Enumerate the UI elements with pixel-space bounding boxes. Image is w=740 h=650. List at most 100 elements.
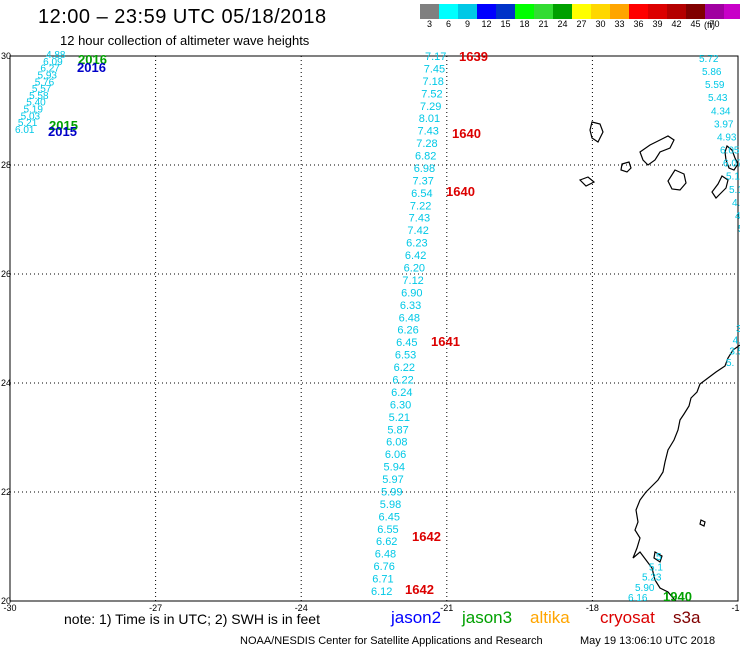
swh-value-main-track: 6.98 [414,163,435,175]
legend-label: 9 [464,19,470,29]
generated-timestamp: May 19 13:06:10 UTC 2018 [580,635,716,647]
swh-value-main-track: 6.12 [371,586,392,598]
lat-tick-label: 28 [1,160,11,170]
swh-value-east-mid-track: 3.5 [729,347,740,358]
lon-tick-label: -21 [440,603,453,613]
swh-value-nw-track: 6.27 [40,64,60,75]
swh-value-main-track: 6.53 [395,350,416,362]
island-la-gomera [620,161,632,173]
altimeter-tracks: 7.177.457.187.527.298.017.437.286.826.98… [15,50,740,604]
legend-label: 18 [519,19,530,29]
legend-swatch [439,4,458,19]
satellite-label-cryosat: cryosat [600,608,655,627]
swh-value-main-track: 7.22 [410,200,431,212]
swh-value-main-track: 5.98 [380,499,401,511]
swh-value-east-mid-track: 4. [733,335,740,346]
swh-value-main-track: 6.48 [375,549,396,561]
swh-value-east-track: 4.8 [732,198,740,209]
pass-time-label: 2015 [48,124,77,139]
swh-value-east-track: 4.34 [711,106,731,117]
satellite-label-jason2: jason2 [391,608,442,627]
color-scale-legend: 3 6 9 12 15 18 21 24 27 30 33 36 39 42 45 70 (ft) [420,4,740,30]
island-el-hierro [578,176,596,187]
lat-tick-label: 26 [1,269,11,279]
swh-value-nw-track: 5.76 [35,77,55,88]
swh-value-main-track: 6.54 [411,188,432,200]
lat-tick-label: 30 [1,51,11,61]
swh-value-main-track: 7.52 [421,88,442,100]
satellite-label-jason3: jason3 [462,608,513,627]
swh-value-main-track: 8.01 [419,113,440,125]
legend-swatch [534,4,553,19]
legend-label: 15 [500,19,511,29]
swh-value-east-track: 5.86 [702,67,722,78]
lon-tick-label: -30 [3,603,16,613]
swh-value-main-track: 7.28 [416,138,437,150]
legend-swatch [705,4,724,19]
legend-swatch [667,4,686,19]
legend-swatch [458,4,477,19]
axis-labels: -30 -27 -24 -21 -18 -15 30 28 26 24 22 20 [1,51,740,613]
swh-value-east-track: 5.72 [699,54,719,65]
satellite-label-altika: altika [530,608,570,627]
swh-value-nw-track: 5.19 [23,105,43,116]
small-islet-2 [653,551,663,563]
swh-value-east-track: 5.59 [705,80,725,91]
pass-time-label: 1940 [663,589,692,604]
swh-value-nw-track: 5.57 [32,84,52,95]
legend-swatch [724,4,740,19]
pass-time-label: 1641 [431,334,460,349]
swh-value-main-track: 6.42 [405,250,426,262]
lat-tick-label: 20 [1,596,11,606]
swh-value-east-track: 5.43 [708,93,728,104]
legend-swatch [686,4,705,19]
island-fuerteventura [711,175,729,199]
swh-value-main-track: 5.99 [381,486,402,498]
map-grid [10,56,738,601]
lon-tick-label: -27 [149,603,162,613]
satellite-label-s3a: s3a [673,608,701,627]
legend-label: 36 [633,19,644,29]
legend-label: 42 [671,19,682,29]
legend-swatch [420,4,439,19]
swh-value-nw-track: 5.40 [26,98,46,109]
island-la-palma [589,121,604,143]
swh-value-main-track: 7.43 [409,213,430,225]
footer-note: note: 1) Time is in UTC; 2) SWH is in fe… [64,611,320,627]
swh-value-main-track: 5.94 [384,462,405,474]
swh-value-main-track: 6.62 [376,536,397,548]
island-gran-canaria [667,169,687,191]
swh-value-east-track: 5.1 [729,185,740,196]
legend-label: 21 [538,19,549,29]
swh-value-main-track: 6.30 [390,399,411,411]
swh-value-main-track: 6.45 [396,337,417,349]
swh-value-main-track: 6.76 [374,561,395,573]
swh-value-main-track: 6.82 [415,151,436,163]
legend-swatch [629,4,648,19]
swh-value-main-track: 6.90 [401,287,422,299]
swh-value-se-track: 5.1 [649,562,663,573]
swh-value-main-track: 7.45 [424,63,445,75]
swh-value-main-track: 6.23 [406,238,427,250]
small-islet [699,519,706,527]
swh-value-main-track: 6.48 [399,312,420,324]
pass-time-label: 2016 [78,52,107,67]
swh-value-nw-track: 6.01 [15,125,35,136]
legend-swatch [648,4,667,19]
swh-value-main-track: 6.20 [404,263,425,275]
swh-value-main-track: 5.87 [387,424,408,436]
legend-swatch [572,4,591,19]
credit-text: NOAA/NESDIS Center for Satellite Applica… [240,635,543,647]
legend-label: 3 [426,19,432,29]
swh-value-main-track: 7.29 [420,101,441,113]
swh-value-se-track: 6.16 [628,593,648,604]
swh-value-main-track: 6.22 [394,362,415,374]
pass-time-label: 1640 [452,126,481,141]
pass-time-label: 2016 [77,60,106,75]
pass-time-label: 1640 [446,184,475,199]
island-lanzarote [724,144,739,171]
pass-time-label: 1642 [412,529,441,544]
swh-value-nw-track: 5.58 [29,91,49,102]
island-tenerife [639,135,675,166]
